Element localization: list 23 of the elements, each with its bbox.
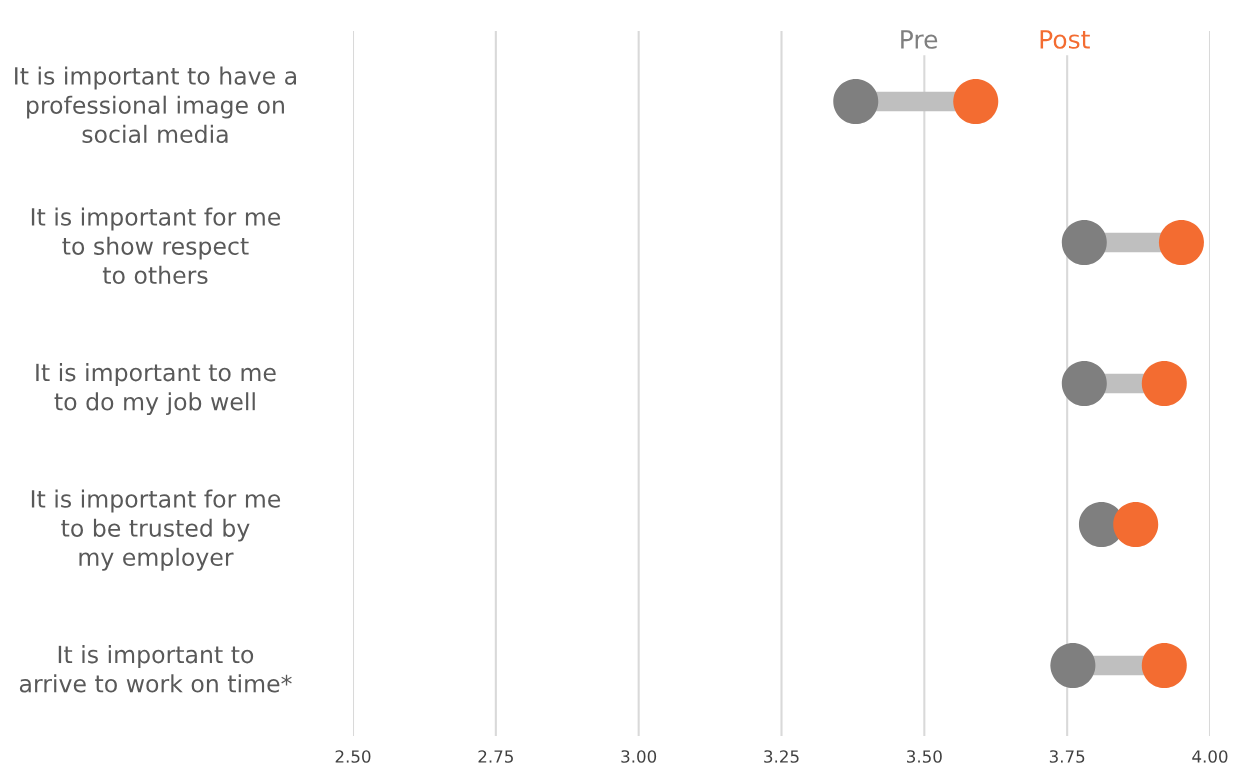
- x-tick-label: 2.50: [335, 750, 371, 763]
- text: Post: [1040, 30, 1090, 49]
- y-tick-label: It is important to have a professional image on social media: [15, 66, 296, 144]
- x-tick-label: 3.25: [764, 750, 799, 763]
- point: [1061, 361, 1107, 406]
- point: [953, 79, 999, 124]
- x-tick-label: 3.75: [1049, 750, 1085, 763]
- y-tick-label: It is important to arrive to work on time*: [19, 645, 292, 693]
- point: [1141, 361, 1187, 406]
- point: [833, 79, 879, 124]
- y-tick-label: It is important to me to do my job well: [36, 363, 276, 416]
- x-tick-label: 3.50: [907, 750, 942, 763]
- point: [1050, 643, 1096, 688]
- x-tick-label: 2.75: [478, 750, 513, 763]
- point: [1158, 220, 1204, 265]
- point: [1061, 220, 1107, 265]
- y-tick-label: It is important for me to show respect to others: [31, 207, 281, 285]
- x-tick-label: 3.00: [621, 750, 657, 763]
- point: [1141, 643, 1187, 688]
- point: [1113, 502, 1159, 547]
- series-label: Pre: [901, 30, 938, 49]
- y-tick-label: It is important for me to be trusted by my employer: [31, 489, 281, 571]
- x-tick-label: 4.00: [1192, 750, 1228, 763]
